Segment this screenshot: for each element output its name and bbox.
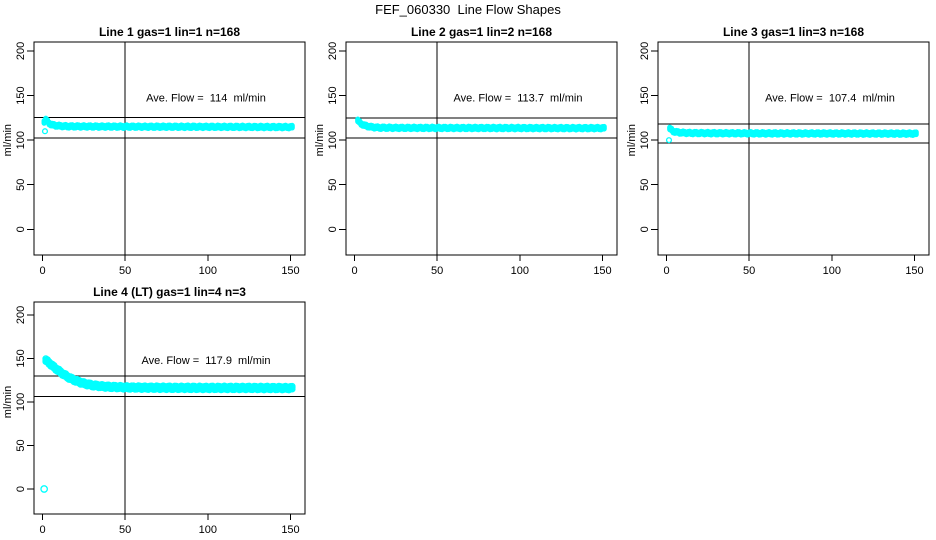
ave-flow-annotation: Ave. Flow = 107.4 ml/min [765, 92, 895, 104]
x-axis: 0 50 100 150 [39, 514, 300, 536]
y-tick-label: 150 [639, 86, 651, 104]
reference-lines [34, 302, 305, 514]
plot-2-canvas: Line 2 gas=1 lin=2 n=168 0 50 100 150 200 ml/m… [314, 25, 618, 277]
reference-lines [34, 42, 305, 255]
y-tick-label: 50 [639, 179, 651, 191]
x-tick-label: 50 [743, 265, 755, 277]
x-tick-label: 0 [351, 265, 357, 277]
x-tick-label: 50 [431, 265, 443, 277]
y-tick-label: 50 [327, 179, 339, 191]
x-tick-label: 150 [281, 265, 299, 277]
y-tick-label: 100 [639, 131, 651, 149]
reference-lines [658, 42, 929, 255]
plot-title: Line 1 gas=1 lin=1 n=168 [99, 25, 240, 39]
y-tick-label: 100 [327, 131, 339, 149]
plot-3-canvas: Line 3 gas=1 lin=3 n=168 0 50 100 150 200 ml/m… [626, 25, 930, 277]
x-tick-label: 0 [39, 524, 45, 536]
lead-points [41, 128, 49, 135]
plot-box [33, 301, 306, 515]
ave-flow-annotation: Ave. Flow = 113.7 ml/min [454, 92, 583, 104]
plot-box [657, 41, 930, 256]
x-tick-label: 150 [593, 265, 611, 277]
y-tick-label: 150 [15, 86, 27, 104]
y-tick-label: 200 [639, 42, 651, 60]
lead-points [665, 137, 673, 144]
x-tick-label: 50 [119, 524, 131, 536]
plot-title: Line 4 (LT) gas=1 lin=4 n=3 [93, 285, 246, 299]
y-tick-label: 200 [327, 42, 339, 60]
y-tick-label: 150 [15, 349, 27, 367]
data-points [355, 116, 607, 133]
x-tick-label: 100 [199, 265, 217, 277]
y-axis-label: ml/min [314, 124, 326, 156]
x-tick-label: 150 [905, 265, 923, 277]
figure-title: FEF_060330 Line Flow Shapes [375, 2, 561, 17]
x-axis: 0 50 100 150 [351, 255, 612, 277]
y-tick-label: 0 [327, 226, 339, 232]
x-tick-label: 100 [199, 524, 217, 536]
y-tick-label: 0 [15, 486, 27, 492]
y-tick-label: 100 [15, 393, 27, 411]
y-axis: 0 50 100 150 200 ml/min [2, 306, 34, 492]
y-axis: 0 50 100 150 200 ml/min [2, 42, 34, 232]
y-tick-label: 200 [15, 42, 27, 60]
y-tick-label: 150 [327, 86, 339, 104]
x-tick-label: 100 [823, 265, 841, 277]
y-tick-label: 200 [15, 306, 27, 324]
y-axis-label: ml/min [626, 124, 638, 156]
y-axis-label: ml/min [2, 124, 14, 156]
ave-flow-annotation: Ave. Flow = 114 ml/min [146, 92, 266, 104]
y-axis: 0 50 100 150 200 ml/min [314, 42, 346, 232]
plot-4-canvas: Line 4 (LT) gas=1 lin=4 n=3 0 50 100 150 200 m… [2, 285, 306, 536]
x-tick-label: 0 [663, 265, 669, 277]
y-tick-label: 0 [639, 226, 651, 232]
y-tick-label: 50 [15, 179, 27, 191]
plot-title: Line 2 gas=1 lin=2 n=168 [411, 25, 552, 39]
x-tick-label: 0 [39, 265, 45, 277]
plot-1-canvas: Line 1 gas=1 lin=1 n=168 0 50 100 150 200 ml/m… [2, 25, 306, 277]
reference-lines [346, 42, 617, 255]
data-points [42, 355, 296, 394]
x-axis: 0 50 100 150 [39, 255, 300, 277]
x-tick-label: 50 [119, 265, 131, 277]
outlier-point [40, 485, 49, 493]
plot-box [345, 41, 618, 256]
x-tick-label: 150 [281, 524, 299, 536]
plot-title: Line 3 gas=1 lin=3 n=168 [723, 25, 864, 39]
data-points [667, 124, 919, 138]
y-axis-label: ml/min [2, 386, 14, 418]
y-axis: 0 50 100 150 200 ml/min [626, 42, 658, 232]
x-tick-label: 100 [511, 265, 529, 277]
data-points [41, 115, 295, 132]
y-tick-label: 100 [15, 131, 27, 149]
x-axis: 0 50 100 150 [663, 255, 924, 277]
y-tick-label: 0 [15, 226, 27, 232]
ave-flow-annotation: Ave. Flow = 117.9 ml/min [142, 355, 271, 367]
plot-box [33, 41, 306, 256]
y-tick-label: 50 [15, 439, 27, 451]
lead-points [40, 485, 49, 493]
